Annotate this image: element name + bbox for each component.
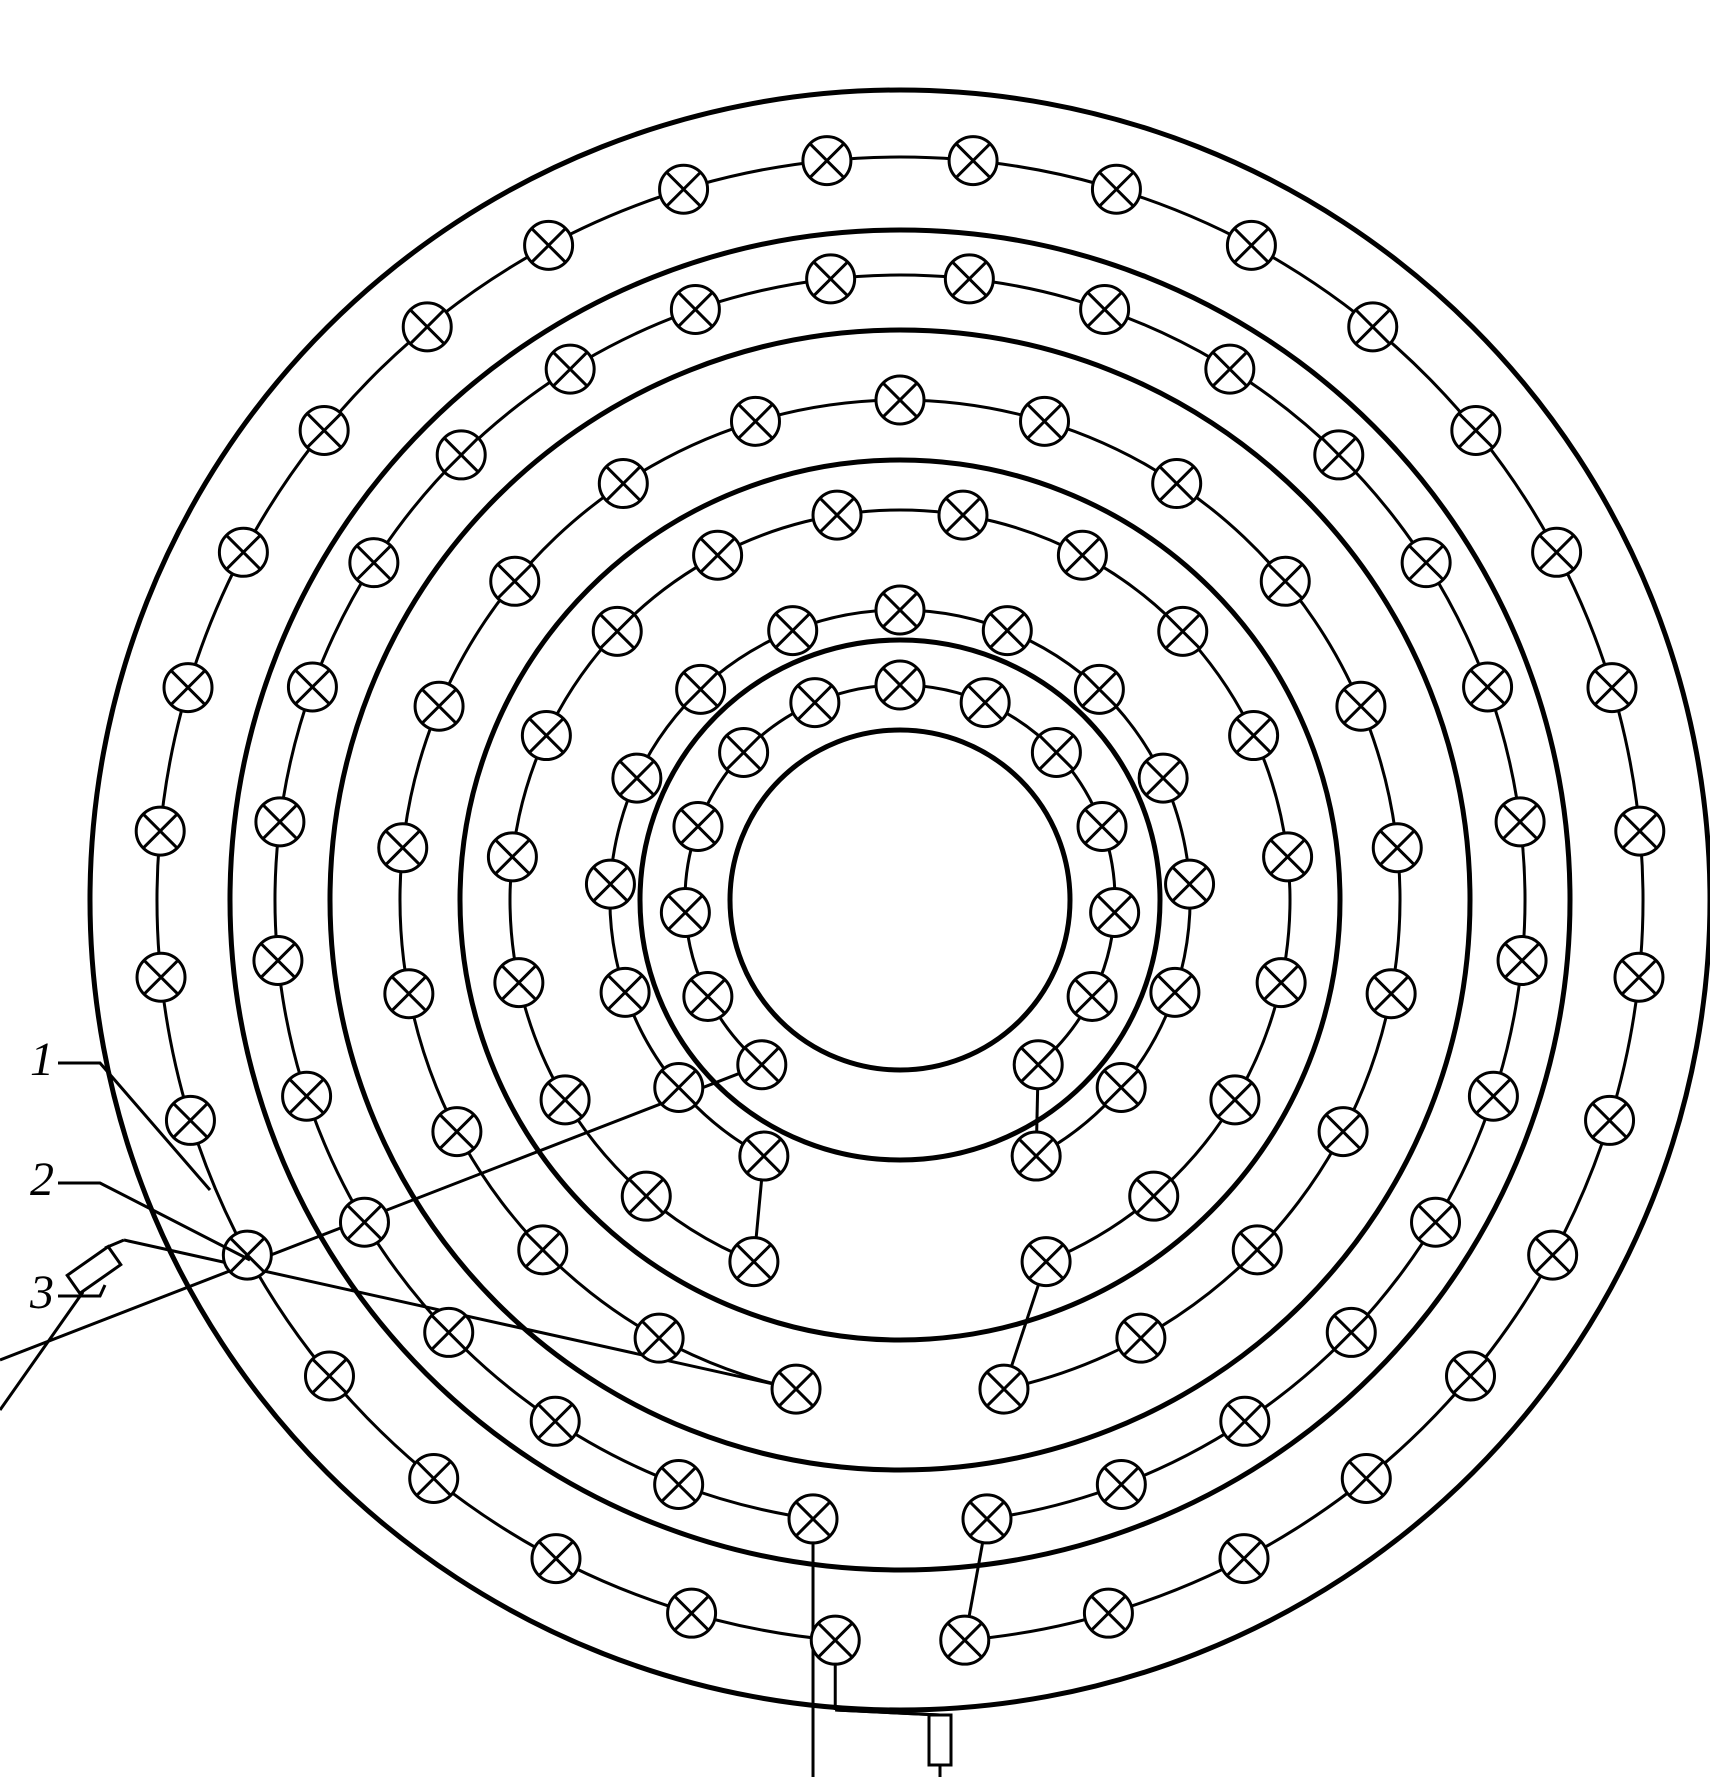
ring-outlines <box>90 90 1710 1710</box>
fuse-icon <box>67 1247 121 1294</box>
label-text: 3 <box>29 1266 54 1319</box>
label-text: 1 <box>30 1033 54 1086</box>
fuse-icon <box>929 1715 951 1765</box>
bulbs <box>136 137 1664 1665</box>
label-text: 2 <box>30 1153 54 1206</box>
